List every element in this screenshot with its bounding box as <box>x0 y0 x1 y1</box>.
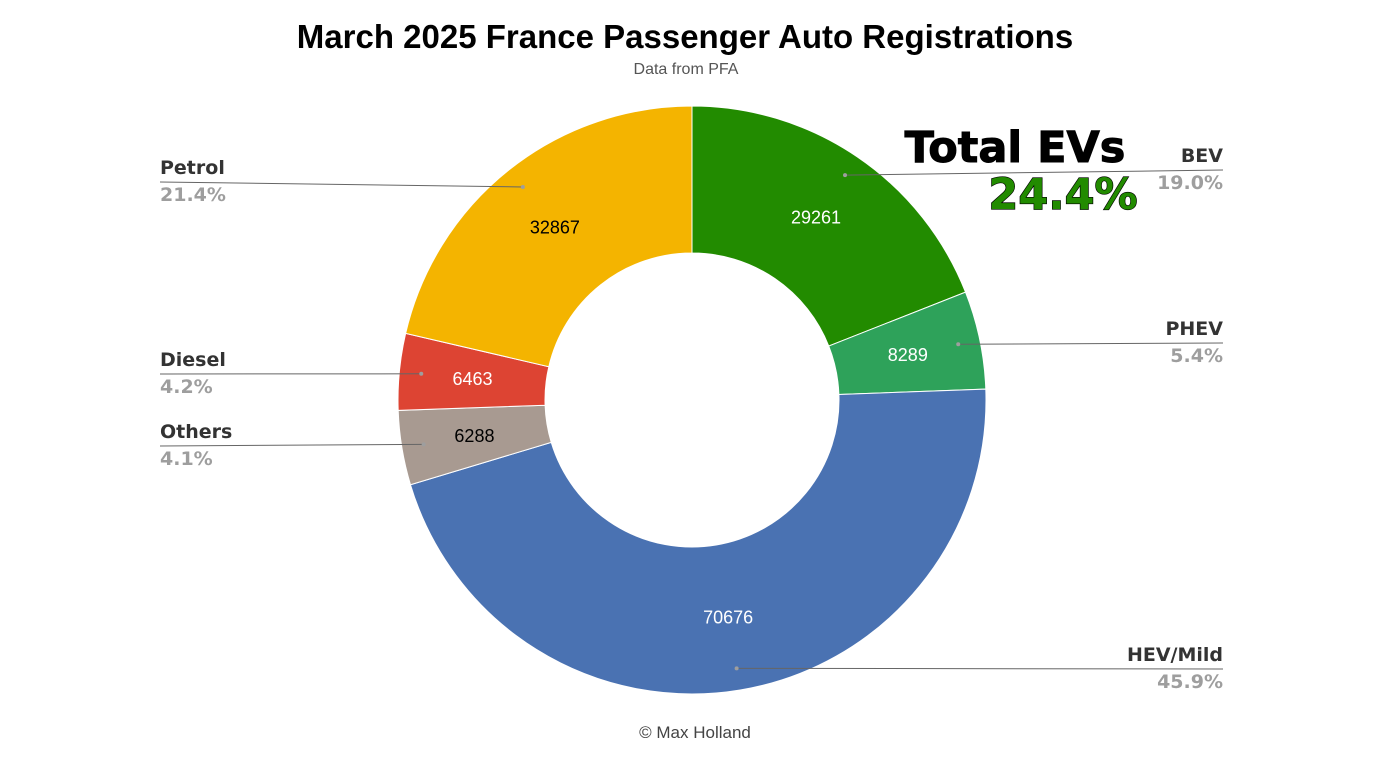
value-label-petrol: 32867 <box>530 217 580 237</box>
leader-dot-others <box>421 442 426 447</box>
category-label-petrol: Petrol <box>160 157 225 179</box>
value-label-bev: 29261 <box>791 208 841 228</box>
total-evs-title: Total EVs <box>905 123 1126 173</box>
value-labels-layer: 29261 8289 70676 6288 6463 32867 <box>453 208 928 628</box>
value-label-diesel: 6463 <box>453 369 493 389</box>
leader-line-others <box>159 443 424 447</box>
percent-label-diesel: 4.2% <box>160 376 213 398</box>
percent-label-phev: 5.4% <box>1170 345 1223 367</box>
slice-hev-mild <box>409 388 987 695</box>
value-label-phev: 8289 <box>888 345 928 365</box>
leader-dot-bev <box>843 173 848 178</box>
leader-line-bev <box>845 169 1224 176</box>
leader-line-phev <box>958 342 1224 345</box>
leader-line-hev-mild <box>736 667 1224 670</box>
percent-label-others: 4.1% <box>160 448 213 470</box>
slice-petrol <box>405 105 693 368</box>
total-evs-value: 24.4% <box>988 170 1137 220</box>
leader-dot-hev-mild <box>734 666 739 671</box>
leader-dot-petrol <box>520 184 525 189</box>
percent-label-bev: 19.0% <box>1157 172 1223 194</box>
value-label-others: 6288 <box>454 426 494 446</box>
category-label-bev: BEV <box>1181 145 1223 167</box>
value-label-hev-mild: 70676 <box>703 608 753 628</box>
percent-label-petrol: 21.4% <box>160 184 226 206</box>
category-label-diesel: Diesel <box>160 349 226 371</box>
slices-layer <box>397 105 987 695</box>
category-label-phev: PHEV <box>1165 318 1223 340</box>
leader-line-petrol <box>159 181 523 188</box>
chart-title: March 2025 France Passenger Auto Registr… <box>297 18 1073 55</box>
percent-label-hev-mild: 45.9% <box>1157 671 1223 693</box>
chart-subtitle: Data from PFA <box>634 61 739 78</box>
leader-dot-phev <box>956 342 961 347</box>
category-labels-layer: BEV 19.0% PHEV 5.4% HEV/Mild 45.9% Others 4.1% D… <box>160 145 1223 693</box>
category-label-others: Others <box>160 421 232 443</box>
slice-bev <box>691 105 967 347</box>
category-label-hev-mild: HEV/Mild <box>1127 644 1223 666</box>
chart-footer: © Max Holland <box>639 723 751 742</box>
leader-dot-diesel <box>419 371 424 376</box>
leader-lines-layer <box>159 169 1224 671</box>
